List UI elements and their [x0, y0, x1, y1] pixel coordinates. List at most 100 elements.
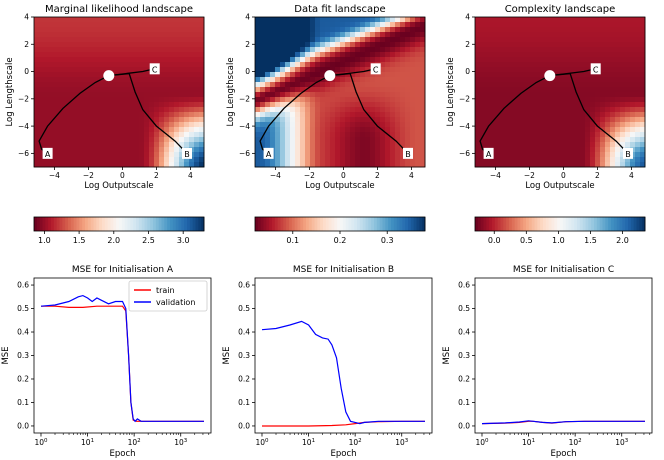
heatmap-cell [275, 92, 281, 98]
colorbar-frame [474, 216, 646, 232]
heatmap-cell [535, 147, 541, 153]
heatmap-cell [370, 42, 376, 48]
heatmap-cell [475, 137, 481, 143]
heatmap-cell [555, 137, 561, 143]
colorbar-cell [613, 217, 618, 231]
heatmap-cell [109, 132, 115, 138]
heatmap-cell [114, 27, 120, 33]
heatmap-cell [365, 37, 371, 43]
heatmap-cell [139, 32, 145, 38]
heatmap-cell [550, 67, 556, 73]
heatmap-cell [340, 67, 346, 73]
x-axis-label: Epoch [109, 449, 135, 459]
heatmap-cell [199, 32, 205, 38]
heatmap-cell [575, 17, 581, 23]
heatmap-cell [255, 42, 261, 48]
heatmap-cell [565, 67, 571, 73]
heatmap-cell [640, 52, 646, 58]
heatmap-cell [144, 67, 150, 73]
heatmap-cell [54, 62, 60, 68]
heatmap-cell [295, 47, 301, 53]
heatmap-cell [320, 97, 326, 103]
heatmap-cell [370, 37, 376, 43]
heatmap-cell [405, 92, 411, 98]
heatmap-cell [640, 117, 646, 123]
heatmap-cell [420, 147, 426, 153]
heatmap-cell [305, 37, 311, 43]
heatmap-cell [94, 42, 100, 48]
colorbar-cell [410, 217, 415, 231]
heatmap-cell [540, 112, 546, 118]
colorbar-cell [514, 217, 518, 231]
y-tick-label: −2 [18, 95, 29, 104]
heatmap-cell [345, 132, 351, 138]
heatmap-cell [390, 32, 396, 38]
heatmap-cell [79, 152, 85, 158]
heatmap-cell [365, 137, 371, 143]
heatmap-cell [99, 47, 105, 53]
heatmap-cell [355, 27, 361, 33]
heatmap-cell [44, 92, 50, 98]
heatmap-cell [260, 142, 266, 148]
heatmap-cell [495, 102, 501, 108]
heatmap-cell [179, 62, 185, 68]
heatmap-cell [129, 127, 135, 133]
heatmap-cell [625, 17, 631, 23]
heatmap-cell [64, 142, 70, 148]
heatmap-cell [415, 77, 421, 83]
x-tick-label: 0 [120, 171, 125, 180]
heatmap-cell [119, 87, 125, 93]
heatmap-cell [545, 17, 551, 23]
heatmap-cell [44, 32, 50, 38]
heatmap-cell [34, 27, 40, 33]
heatmap-cell [325, 132, 331, 138]
heatmap-cell [270, 57, 276, 63]
heatmap-cell [295, 117, 301, 123]
heatmap-cell [630, 82, 636, 88]
heatmap-cell [280, 57, 286, 63]
heatmap-cell [275, 27, 281, 33]
heatmap-cell [134, 82, 140, 88]
heatmap-cell [74, 157, 80, 163]
heatmap-cell [179, 92, 185, 98]
heatmap-cell [79, 82, 85, 88]
heatmap-cell [550, 137, 556, 143]
heatmap-cell [265, 117, 271, 123]
heatmap-cell [325, 92, 331, 98]
heatmap-cell [625, 47, 631, 53]
heatmap-cell [340, 57, 346, 63]
heatmap-cell [615, 82, 621, 88]
heatmap-cell [330, 42, 336, 48]
heatmap-cell [124, 152, 130, 158]
colorbar-cell [506, 217, 510, 231]
heatmap-cell [290, 62, 296, 68]
init-label-C: C [152, 65, 158, 74]
heatmap-cell [580, 117, 586, 123]
heatmap-cell [575, 67, 581, 73]
heatmap-cell [525, 132, 531, 138]
heatmap-cell [390, 97, 396, 103]
heatmap-cell [530, 67, 536, 73]
heatmap-cell [515, 137, 521, 143]
heatmap-cell [69, 47, 75, 53]
heatmap-cell [485, 157, 491, 163]
heatmap-cell [480, 122, 486, 128]
heatmap-cell [159, 37, 165, 43]
heatmap-cell [280, 87, 286, 93]
heatmap-cell [44, 162, 50, 168]
heatmap-cell [129, 137, 135, 143]
heatmap-cell [139, 77, 145, 83]
heatmap-cell [64, 27, 70, 33]
heatmap-cell [580, 122, 586, 128]
heatmap-cell [525, 47, 531, 53]
heatmap-cell [59, 32, 65, 38]
heatmap-cell [49, 17, 55, 23]
heatmap-cell [184, 77, 190, 83]
heatmap-cell [330, 17, 336, 23]
heatmap-cell [590, 37, 596, 43]
heatmap-cell [560, 47, 566, 53]
heatmap-cell [174, 117, 180, 123]
heatmap-cell [119, 107, 125, 113]
heatmap-cell [265, 32, 271, 38]
heatmap-cell [545, 57, 551, 63]
